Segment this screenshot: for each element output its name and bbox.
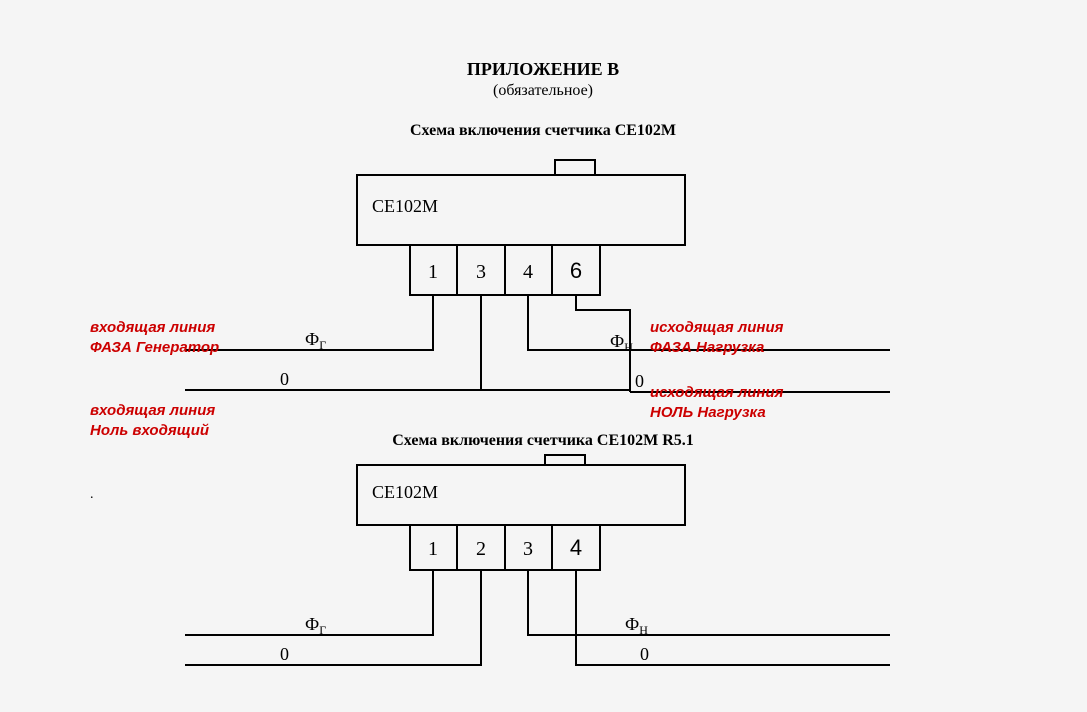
svg-text:0: 0: [640, 644, 649, 664]
d1-red-right-phase-1: исходящая линия: [650, 319, 784, 336]
d1-red-left-phase-1: входящая линия: [90, 319, 215, 336]
d2-terminal-3: 3: [523, 538, 533, 560]
page-title: ПРИЛОЖЕНИЕ В: [467, 59, 619, 79]
d1-red-left-phase-2: ФАЗА Генератор: [90, 339, 219, 356]
svg-text:0: 0: [635, 371, 644, 391]
stray-dot: .: [90, 487, 94, 502]
d2-terminal-1: 1: [428, 538, 438, 560]
svg-text:0: 0: [280, 369, 289, 389]
d1-red-right-zero-2: НОЛЬ Нагрузка: [650, 404, 766, 421]
diagram1-title: Схема включения счетчика CE102M: [410, 122, 676, 139]
d1-red-right-phase-2: ФАЗА Нагрузка: [650, 339, 764, 356]
d1-terminal-1: 1: [428, 261, 438, 283]
d1-terminal-2: 3: [476, 261, 486, 283]
diagram1-device-label: CE102M: [372, 196, 438, 216]
d1-terminal-3: 4: [523, 261, 533, 283]
d2-terminal-4: 4: [570, 535, 582, 560]
diagram2-device-label: CE102M: [372, 482, 438, 502]
wiring-diagram: ПРИЛОЖЕНИЕ В (обязательное) Схема включе…: [0, 0, 1087, 712]
page-subtitle: (обязательное): [493, 82, 593, 99]
d1-red-right-zero-1: исходящая линия: [650, 384, 784, 401]
d1-red-left-zero-1: входящая линия: [90, 402, 215, 419]
diagram2-title: Схема включения счетчика CE102M R5.1: [392, 432, 694, 449]
d2-terminal-2: 2: [476, 538, 486, 560]
svg-text:0: 0: [280, 644, 289, 664]
d1-terminal-4: 6: [570, 258, 582, 283]
d1-red-left-zero-2: Ноль входящий: [90, 422, 209, 439]
